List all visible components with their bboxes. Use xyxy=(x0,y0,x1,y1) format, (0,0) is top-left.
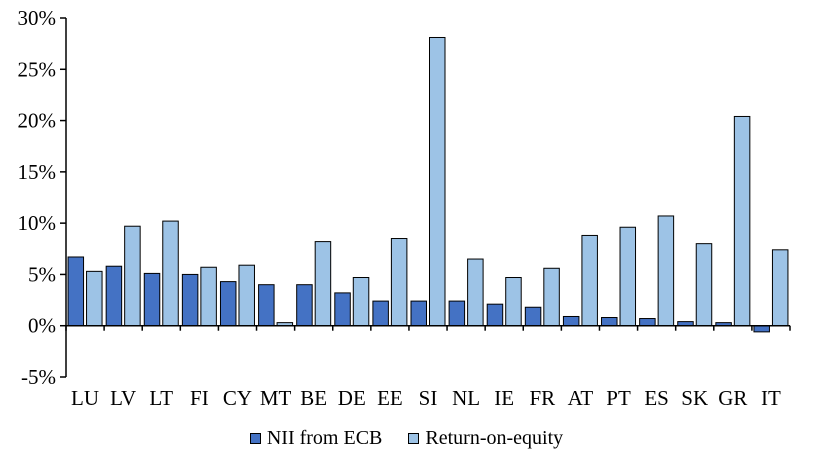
x-tick-label-fi: FI xyxy=(190,386,209,410)
bar-nii-nl xyxy=(448,300,466,327)
legend-swatch-roe xyxy=(408,432,420,444)
legend-label-roe: Return-on-equity xyxy=(425,426,564,449)
legend: NII from ECB Return-on-equity xyxy=(0,422,813,454)
bar-roe-lt xyxy=(162,220,179,327)
bar-nii-lv xyxy=(105,265,123,327)
bar-roe-fr xyxy=(543,267,560,327)
legend-label-nii: NII from ECB xyxy=(266,426,383,449)
bar-roe-nl xyxy=(467,258,484,327)
bar-roe-cy xyxy=(238,264,255,327)
x-tick-label-mt: MT xyxy=(260,386,292,410)
x-axis: LU LV LT FI CY MT BE DE EE SI NL IE FR AT PT ES SK GR IT xyxy=(65,324,791,410)
x-tick-label-lv: LV xyxy=(110,386,136,410)
x-tick-label-it: IT xyxy=(761,386,781,410)
bar-roe-pt xyxy=(619,226,637,327)
y-tick-label: 15% xyxy=(18,160,57,184)
x-tick-label-si: SI xyxy=(419,386,438,410)
bar-nii-fr xyxy=(524,306,542,327)
bar-roe-it xyxy=(771,249,789,327)
bar-nii-de xyxy=(334,292,351,327)
bar-nii-cy xyxy=(219,281,237,327)
x-tick-label-nl: NL xyxy=(452,386,480,410)
bar-roe-lu xyxy=(86,270,103,327)
bar-roe-es xyxy=(657,215,675,327)
bar-nii-lu xyxy=(67,256,85,327)
bar-roe-ie xyxy=(505,277,522,327)
bar-roe-de xyxy=(352,277,370,327)
bar-roe-lv xyxy=(124,225,141,327)
bar-roe-gr xyxy=(733,115,751,327)
bar-roe-be xyxy=(314,241,332,327)
bar-nii-fi xyxy=(181,273,199,327)
x-tick-label-pt: PT xyxy=(606,386,631,410)
x-tick-label-ee: EE xyxy=(377,386,403,410)
y-tick-label: -5% xyxy=(21,365,56,389)
bar-roe-si xyxy=(429,36,446,327)
bar-roe-fi xyxy=(200,266,217,327)
legend-swatch-nii xyxy=(249,432,261,444)
bar-nii-ee xyxy=(372,300,389,327)
y-tick-label: 30% xyxy=(18,6,57,30)
y-axis: -5% 0% 5% 10% 15% 20% 25% 30% xyxy=(18,6,67,389)
bar-nii-ie xyxy=(486,303,504,327)
x-tick-label-es: ES xyxy=(644,386,669,410)
y-tick-label: 10% xyxy=(18,211,57,235)
x-tick-label-gr: GR xyxy=(718,386,747,410)
x-tick-label-lt: LT xyxy=(149,386,173,410)
x-tick-label-sk: SK xyxy=(681,386,708,410)
y-tick-label: 5% xyxy=(28,262,56,286)
legend-item-nii: NII from ECB xyxy=(249,426,383,450)
bar-nii-mt xyxy=(258,284,275,327)
y-tick-label: 25% xyxy=(18,57,57,81)
bars xyxy=(67,36,789,333)
x-tick-label-at: AT xyxy=(568,386,594,410)
x-tick-label-de: DE xyxy=(338,386,366,410)
bar-nii-at xyxy=(562,315,580,327)
x-tick-label-be: BE xyxy=(300,386,327,410)
bar-nii-be xyxy=(296,284,313,327)
bar-nii-si xyxy=(410,300,427,327)
x-tick-label-lu: LU xyxy=(71,386,99,410)
bar-nii-es xyxy=(639,318,656,327)
bar-roe-sk xyxy=(695,243,713,327)
legend-item-roe: Return-on-equity xyxy=(408,427,563,450)
bar-nii-lt xyxy=(143,272,161,327)
x-tick-label-cy: CY xyxy=(223,386,252,410)
bar-roe-ee xyxy=(390,238,408,327)
bar-nii-it xyxy=(753,325,770,333)
y-tick-label: 20% xyxy=(18,109,57,133)
x-tick-label-fr: FR xyxy=(529,386,555,410)
bar-chart: -5% 0% 5% 10% 15% 20% 25% 30% LU LV LT FI CY MT BE DE E… xyxy=(18,6,791,410)
bar-roe-at xyxy=(581,234,598,327)
bar-nii-pt xyxy=(601,317,618,327)
x-tick-label-ie: IE xyxy=(494,386,514,410)
y-tick-label: 0% xyxy=(28,314,56,338)
